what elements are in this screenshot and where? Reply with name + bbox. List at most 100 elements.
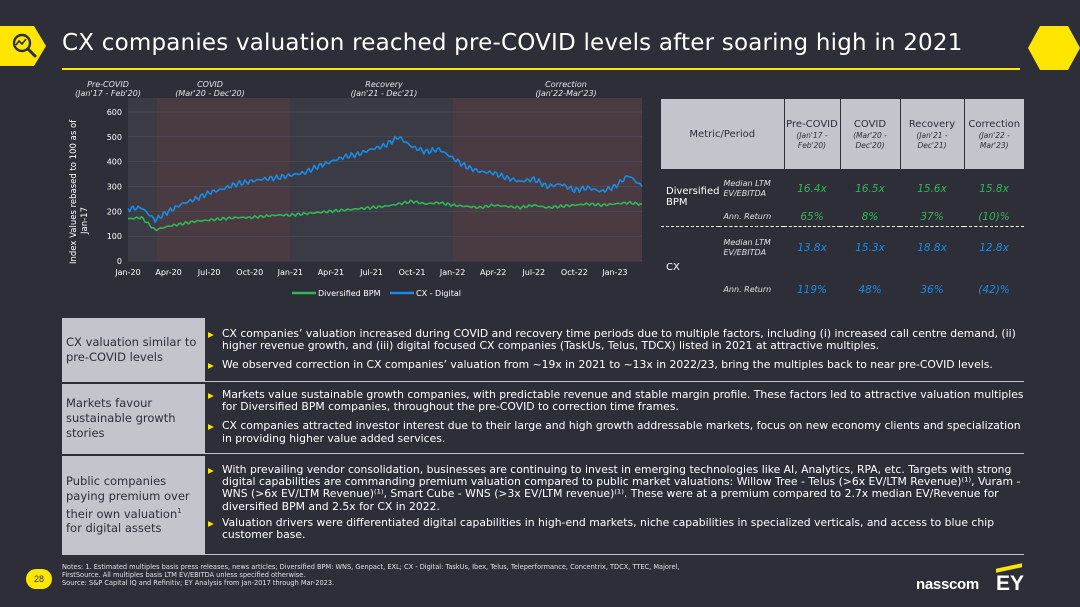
insight-bullets: With prevailing vendor consolidation, bu…: [208, 463, 1024, 541]
footnote-line: Source: S&P Capital IQ and Refinitiv; EY…: [62, 579, 335, 587]
x-tick-label: Jan-23: [601, 268, 627, 277]
insight-label: Markets favour sustainable growth storie…: [62, 384, 205, 453]
y-tick-label: 200: [107, 207, 122, 216]
table-cell: 15.8x: [979, 183, 1009, 195]
page-number: 28: [26, 569, 52, 589]
table-cell: 65%: [800, 211, 824, 224]
x-tick-label: Oct-21: [399, 268, 426, 277]
bullet-point: CX companies’ valuation increased during…: [208, 327, 1024, 352]
table-cell: 119%: [796, 283, 828, 296]
period-bands: [128, 98, 642, 261]
x-tick-label: Apr-20: [155, 268, 181, 277]
period-label-name: Pre-COVID: [87, 80, 129, 89]
line-chart: Pre-COVID(Jan'17 - Feb'20) COVID(Mar'20 -…: [69, 80, 643, 298]
x-tick-label: Jul-21: [359, 268, 383, 277]
x-tick-label: Jul-22: [521, 268, 545, 277]
y-tick-label: 100: [107, 232, 122, 241]
period-labels: Pre-COVID(Jan'17 - Feb'20) COVID(Mar'20 -…: [75, 80, 597, 98]
y-axis-ticks: 0 100 200 300 400 500 600: [107, 108, 122, 266]
page-title: CX companies valuation reached pre-COVID…: [62, 30, 963, 56]
insight-bullets: Markets value sustainable growth compani…: [208, 388, 1024, 445]
title-divider: [62, 68, 1020, 70]
bullet-point: With prevailing vendor consolidation, bu…: [208, 463, 1024, 513]
ey-logo: EY: [996, 572, 1025, 595]
table-cell: 36%: [920, 283, 944, 296]
y-axis-label-line2: Jan-17: [80, 207, 90, 235]
series-line-diversified-bpm: [127, 199, 643, 232]
metric-label: Median LTM EV/EBITDA: [719, 225, 784, 270]
nasscom-logo: nasscom: [916, 576, 979, 593]
band-correction: [452, 98, 642, 261]
period-label-range: (Mar'20 - Dec'20): [175, 89, 245, 98]
x-tick-label: Oct-22: [561, 268, 588, 277]
x-tick-label: Jan-20: [114, 268, 140, 277]
table-row: Diversified BPM Median LTM EV/EBITDA 16.…: [661, 169, 1024, 209]
footnote-line: FirstSource. All multiples basis LTM EV/…: [62, 571, 306, 579]
table-cell: 16.5x: [855, 183, 885, 195]
group-label-diversified-bpm: Diversified BPM: [666, 186, 720, 209]
legend-label: CX - Digital: [416, 289, 461, 298]
table-cell: 12.8x: [964, 225, 1024, 270]
x-axis-ticks: Jan-20 Apr-20 Jul-20 Oct-20 Jan-21 Apr-21 Jul-…: [114, 268, 627, 277]
metric-label: Ann. Return: [723, 212, 772, 222]
valuation-chart: Pre-COVID (Jan'17 - Feb'20) COVID (Mar'20 -…: [62, 76, 652, 308]
period-label-name: Correction: [545, 80, 587, 89]
insight-label: CX valuation similar to pre-COVID levels: [62, 318, 205, 381]
series-line-cx-digital: [127, 135, 643, 223]
table-row: Ann. Return 65% 8% 37% (10)%: [661, 209, 1024, 226]
insight-bullets: CX companies’ valuation increased during…: [208, 327, 1024, 373]
table-cell: (10)%: [978, 211, 1010, 224]
gridlines: [128, 111, 642, 262]
group-label-cx: CX: [661, 225, 720, 309]
table-cell: 15.6x: [917, 183, 947, 195]
bullet-point: We observed correction in CX companies’ …: [208, 359, 1024, 373]
table-cell: 37%: [920, 211, 944, 224]
x-tick-label: Apr-22: [480, 268, 506, 277]
insight-row-public-premium: Public companies paying premium over the…: [62, 456, 1024, 555]
y-tick-label: 500: [107, 133, 122, 142]
chart-legend: Diversified BPM CX - Digital: [292, 289, 461, 298]
y-tick-label: 600: [107, 108, 122, 117]
y-axis-label-line1: Index Values rebased to 100 as of: [69, 119, 79, 264]
magnifier-chart-icon: [0, 26, 46, 66]
insight-row-cx-valuation: CX valuation similar to pre-COVID levels…: [62, 318, 1024, 382]
table-header-recovery: Recovery (Jan'21 - Dec'21): [899, 99, 964, 169]
band-pre-covid: [128, 98, 157, 261]
table-cell: 48%: [858, 283, 882, 296]
valuation-metrics-table: Metric/Period Pre-COVID (Jan'17 - Feb'20)…: [661, 99, 1024, 309]
table-header-metric: Metric/Period: [661, 99, 784, 169]
footnotes: Notes: 1. Estimated multiples basis pres…: [62, 563, 822, 587]
metric-label: Ann. Return: [723, 284, 772, 294]
period-label-range: (Jan'22-Mar'23): [535, 89, 596, 98]
table-cell: 8%: [861, 211, 879, 224]
table-header-row: Metric/Period Pre-COVID (Jan'17 - Feb'20)…: [661, 99, 1024, 169]
table-row: Ann. Return 119% 48% 36% (42)%: [661, 270, 1024, 309]
bullet-point: CX companies attracted investor interest…: [208, 420, 1024, 445]
table-row: CX Median LTM EV/EBITDA 13.8x 15.3x 18.8…: [661, 225, 1024, 309]
bullet-point: Markets value sustainable growth compani…: [208, 388, 1024, 413]
series-lines: [127, 135, 643, 232]
footnote-line: Notes: 1. Estimated multiples basis pres…: [62, 563, 680, 571]
period-label-range: (Jan'21 - Dec'21): [351, 89, 418, 98]
x-tick-label: Jan-21: [277, 268, 303, 277]
table-cell: (42)%: [978, 283, 1010, 296]
table-cell: 13.8x: [784, 225, 840, 270]
period-label-range: (Jan'17 - Feb'20): [75, 89, 141, 98]
x-tick-label: Apr-21: [318, 268, 344, 277]
legend-label: Diversified BPM: [318, 289, 381, 298]
x-tick-label: Oct-20: [236, 268, 263, 277]
y-tick-label: 300: [107, 183, 122, 192]
table-header-covid: COVID (Mar'20 - Dec'20): [839, 99, 900, 169]
period-label-name: COVID: [197, 80, 223, 89]
insight-label: Public companies paying premium over the…: [62, 456, 205, 554]
table-header-precovid: Pre-COVID (Jan'17 - Feb'20): [783, 99, 840, 169]
table-cell: 18.8x: [900, 225, 964, 270]
table-header-correction: Correction (Jan'22 - Mar'23): [963, 99, 1024, 169]
band-covid: [156, 98, 291, 261]
x-tick-label: Jul-20: [197, 268, 221, 277]
hexagon-icon: [1028, 26, 1080, 70]
insight-row-sustainable-growth: Markets favour sustainable growth storie…: [62, 384, 1024, 454]
metric-label: Median LTM EV/EBITDA: [723, 179, 771, 198]
table-cell: 16.4x: [797, 183, 827, 195]
y-tick-label: 0: [117, 257, 122, 266]
